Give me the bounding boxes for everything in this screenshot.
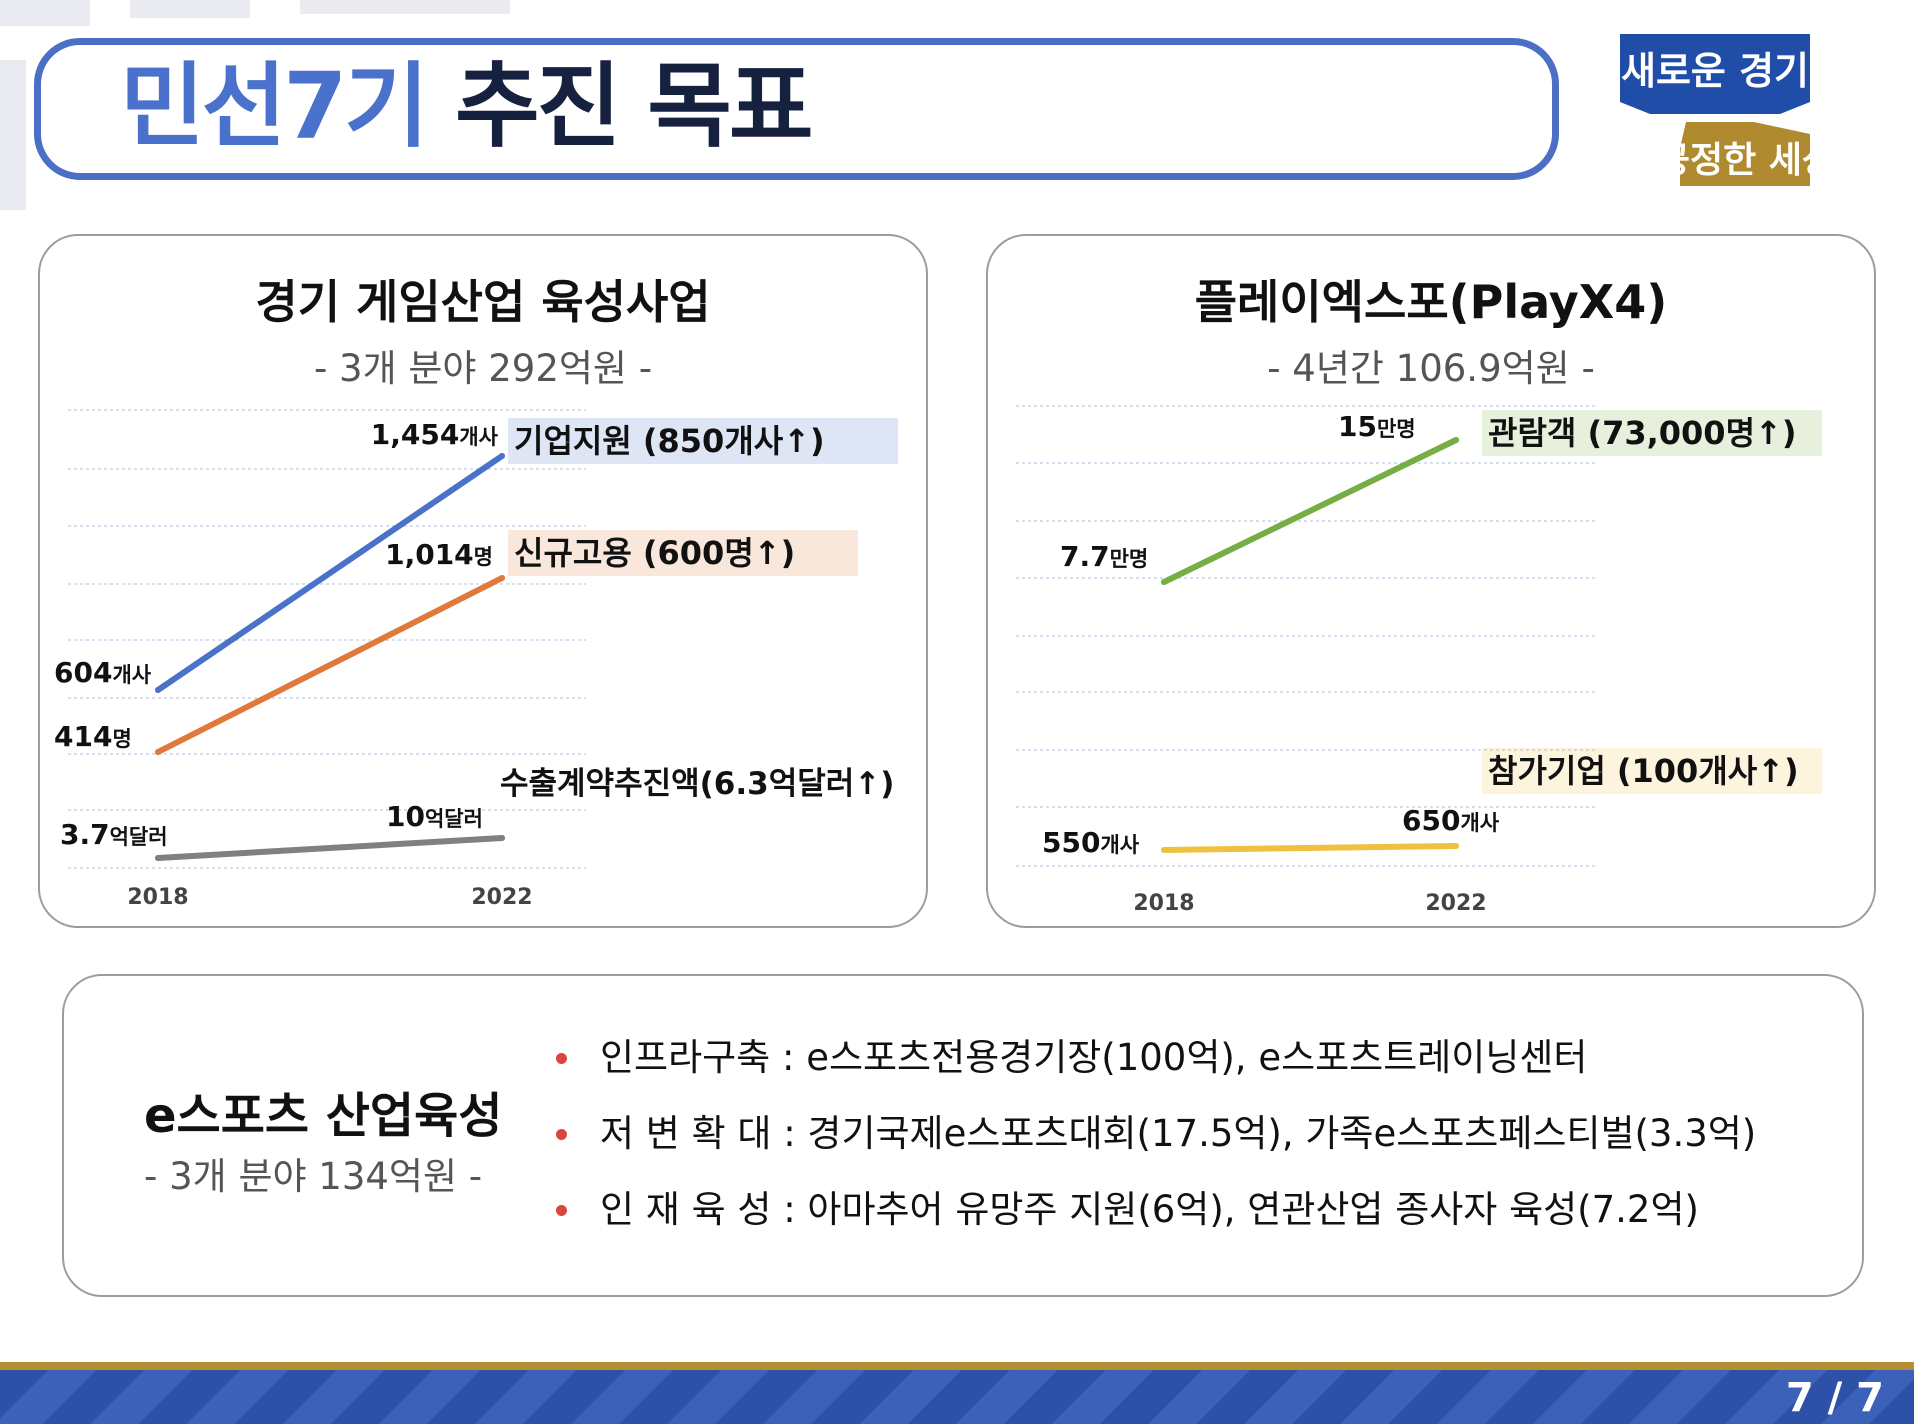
- data-point: [155, 687, 161, 693]
- bullet-icon: [556, 1205, 567, 1216]
- esports-subtitle: - 3개 분야 134억원 -: [144, 1155, 483, 1198]
- series-line: [155, 835, 505, 861]
- corner-decoration: [0, 60, 26, 210]
- legend-label-highlight: [1482, 748, 1822, 794]
- footer-bar: [0, 1370, 1914, 1424]
- series-line: [155, 575, 505, 755]
- data-label: 7.7만명: [1060, 540, 1148, 573]
- esports-title: e스포츠 산업육성: [144, 1088, 503, 1144]
- data-point: [499, 575, 505, 581]
- data-point: [1161, 847, 1167, 853]
- page-title-accent: 민선7기: [120, 53, 429, 160]
- series-line: [1161, 437, 1459, 585]
- legend-label: 신규고용 (600명↑): [514, 534, 795, 572]
- x-tick-label: 2022: [471, 885, 532, 910]
- data-label: 1,014명: [385, 538, 493, 571]
- list-item-text: 인프라구축 : e스포츠전용경기장(100억), e스포츠트레이닝센터: [600, 1036, 1588, 1079]
- corner-decoration: [0, 0, 90, 26]
- legend-label: 참가기업 (100개사↑): [1488, 752, 1799, 790]
- page-title: 민선7기 추진 목표: [120, 52, 814, 162]
- page-number: 7 / 7: [1785, 1375, 1884, 1421]
- data-label: 3.7억달러: [60, 818, 168, 851]
- esports-list: 인프라구축 : e스포츠전용경기장(100억), e스포츠트레이닝센터 저 변 …: [556, 1028, 1756, 1256]
- corner-decoration: [300, 0, 510, 14]
- logo-bottom-plate: [1680, 122, 1810, 186]
- playx4-title: 플레이엑스포(PlayX4): [1194, 275, 1668, 329]
- legend-label: 관람객 (73,000명↑): [1488, 414, 1796, 452]
- logo-bottom-text: 공정한 세상: [1657, 140, 1810, 181]
- data-point: [155, 855, 161, 861]
- logo-top-text: 새로운 경기: [1621, 49, 1809, 93]
- legend-label: 수출계약추진액(6.3억달러↑): [500, 766, 894, 802]
- list-item: 인프라구축 : e스포츠전용경기장(100억), e스포츠트레이닝센터: [556, 1028, 1756, 1104]
- logo-top-plate: [1620, 34, 1810, 114]
- data-point: [1453, 843, 1459, 849]
- game-industry-subtitle: - 3개 분야 292억원 -: [313, 347, 653, 390]
- esports-panel: e스포츠 산업육성 - 3개 분야 134억원 - 인프라구축 : e스포츠전용…: [62, 974, 1864, 1297]
- data-label: 15만명: [1338, 410, 1416, 443]
- x-tick-label: 2018: [1133, 891, 1194, 916]
- game-industry-title: 경기 게임산업 육성사업: [255, 275, 711, 329]
- x-tick-label: 2018: [127, 885, 188, 910]
- legend-label-highlight: [508, 418, 898, 464]
- legend-label: 기업지원 (850개사↑): [514, 422, 825, 460]
- bullet-icon: [556, 1053, 567, 1064]
- footer-gold-stripe: [0, 1362, 1914, 1370]
- data-label: 650개사: [1402, 804, 1500, 837]
- data-label: 10억달러: [386, 800, 483, 833]
- list-item-text: 인 재 육 성 : 아마추어 유망주 지원(6억), 연관산업 종사자 육성(7…: [600, 1188, 1699, 1231]
- game-industry-panel: 경기 게임산업 육성사업 - 3개 분야 292억원 - 604개사 1,454개…: [38, 234, 928, 928]
- playx4-panel: 플레이엑스포(PlayX4) - 4년간 106.9억원 - 7.7만명 15만명…: [986, 234, 1876, 928]
- legend-label-highlight: [1482, 410, 1822, 456]
- list-item: 인 재 육 성 : 아마추어 유망주 지원(6억), 연관산업 종사자 육성(7…: [556, 1180, 1756, 1256]
- corner-decoration: [130, 0, 250, 18]
- x-tick-label: 2022: [1425, 891, 1486, 916]
- title-frame: [34, 38, 1559, 180]
- series-line: [155, 453, 505, 693]
- playx4-subtitle: - 4년간 106.9억원 -: [1267, 347, 1595, 390]
- data-label: 1,454개사: [371, 418, 499, 451]
- data-point: [155, 749, 161, 755]
- data-point: [499, 453, 505, 459]
- data-point: [1161, 579, 1167, 585]
- data-point: [1453, 437, 1459, 443]
- bullet-icon: [556, 1129, 567, 1140]
- page-title-main: 추진 목표: [454, 53, 814, 160]
- data-label: 550개사: [1042, 826, 1140, 859]
- series-line: [1161, 843, 1459, 853]
- gyeonggi-logo: 새로운 경기 공정한 세상: [1620, 34, 1810, 186]
- game-industry-chart: 604개사 1,454개사 414명 1,014명 3.7억달러 10억달러 기업지원 (8…: [54, 409, 898, 910]
- list-item-text: 저 변 확 대 : 경기국제e스포츠대회(17.5억), 가족e스포츠페스티벌(…: [600, 1112, 1757, 1155]
- data-label: 414명: [54, 720, 132, 753]
- data-point: [499, 835, 505, 841]
- list-item: 저 변 확 대 : 경기국제e스포츠대회(17.5억), 가족e스포츠페스티벌(…: [556, 1104, 1756, 1180]
- legend-label-highlight: [508, 530, 858, 576]
- playx4-chart: 7.7만명 15만명 550개사 650개사 관람객 (73,000명↑) 참가기업 (1…: [1016, 405, 1822, 916]
- data-label: 604개사: [54, 656, 152, 689]
